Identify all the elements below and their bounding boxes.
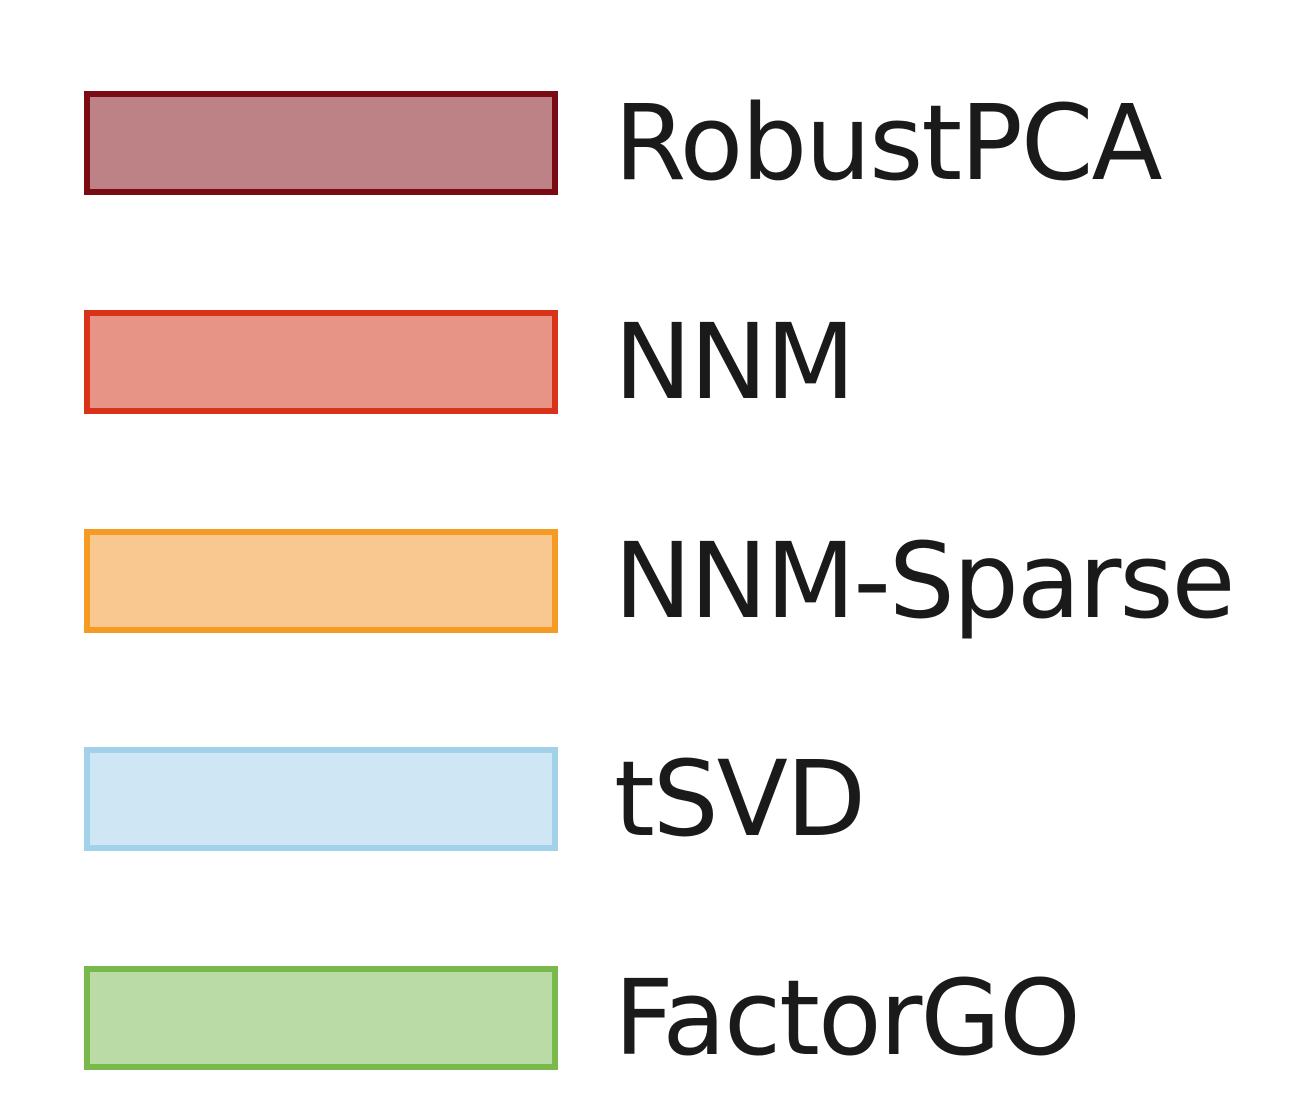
legend-swatch-tsvd: [84, 747, 558, 851]
legend-swatch-robustpca: [84, 91, 558, 195]
legend-label-nnm: NNM: [614, 301, 855, 423]
legend-swatch-factorgo: [84, 966, 558, 1070]
legend-item-factorgo: FactorGO: [84, 957, 1081, 1079]
legend-item-tsvd: tSVD: [84, 738, 866, 860]
legend-label-tsvd: tSVD: [614, 738, 866, 860]
legend-item-nnm: NNM: [84, 301, 855, 423]
legend-swatch-nnm: [84, 310, 558, 414]
legend-label-factorgo: FactorGO: [614, 957, 1081, 1079]
legend-item-robustpca: RobustPCA: [84, 82, 1163, 204]
legend-label-robustpca: RobustPCA: [614, 82, 1163, 204]
legend-swatch-nnm-sparse: [84, 529, 558, 633]
legend-label-nnm-sparse: NNM-Sparse: [614, 520, 1236, 642]
legend-item-nnm-sparse: NNM-Sparse: [84, 520, 1236, 642]
